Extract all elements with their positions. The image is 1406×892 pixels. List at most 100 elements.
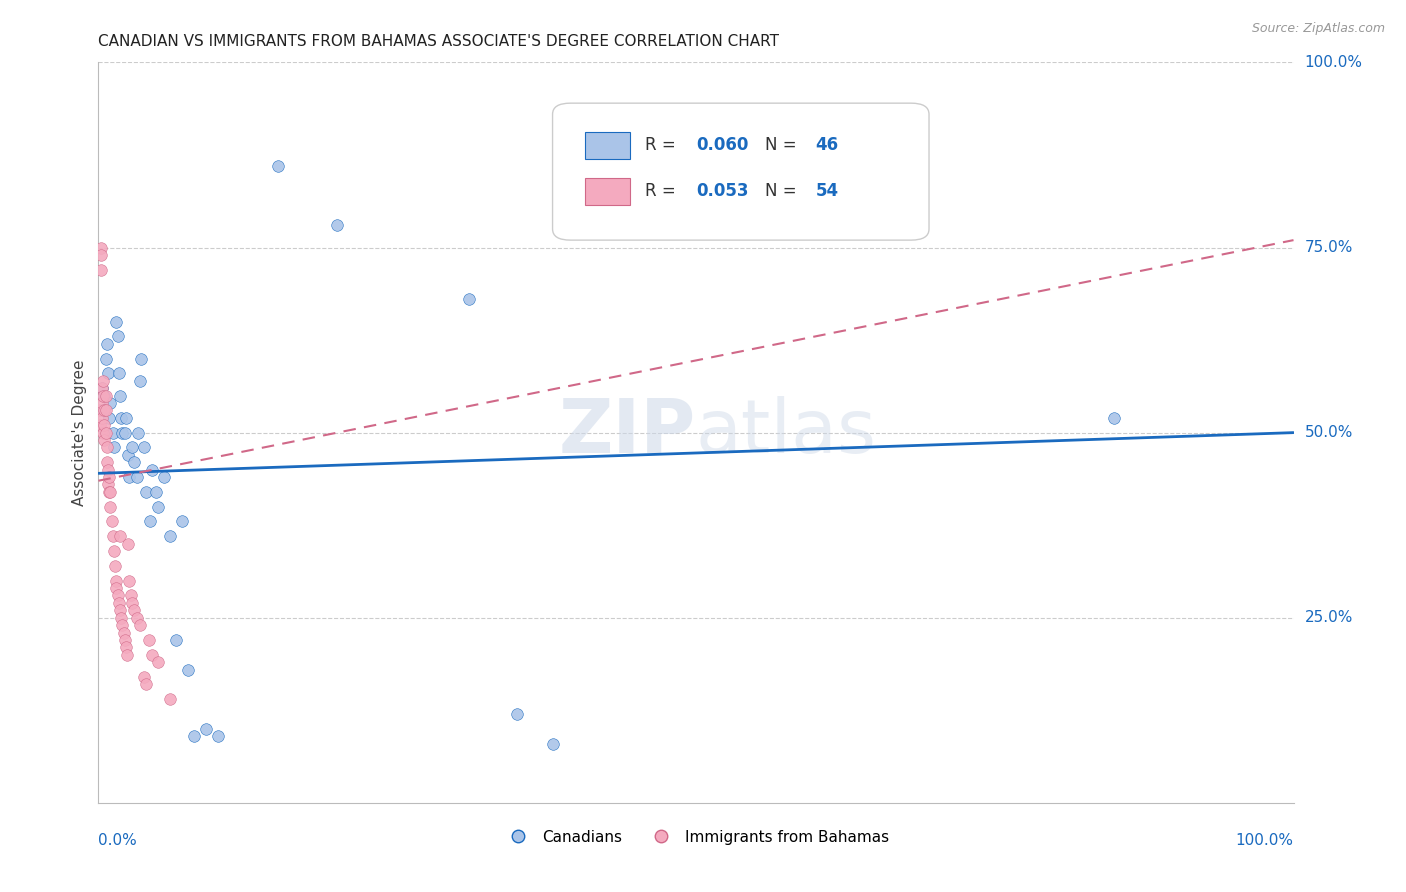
Point bbox=[132, 441, 155, 455]
Point bbox=[100, 515, 122, 529]
Point bbox=[124, 455, 146, 469]
Point bbox=[98, 396, 122, 410]
Point bbox=[121, 441, 143, 455]
Point bbox=[129, 618, 152, 632]
Text: Source: ZipAtlas.com: Source: ZipAtlas.com bbox=[1251, 22, 1385, 36]
Point bbox=[98, 484, 121, 499]
Text: 50.0%: 50.0% bbox=[1305, 425, 1353, 440]
Point bbox=[98, 484, 122, 499]
Point bbox=[107, 367, 129, 381]
Point bbox=[90, 262, 112, 277]
Point bbox=[541, 737, 564, 751]
Point bbox=[96, 441, 118, 455]
FancyBboxPatch shape bbox=[585, 178, 630, 204]
Point bbox=[97, 477, 120, 491]
Text: 0.0%: 0.0% bbox=[98, 833, 138, 848]
Point bbox=[91, 410, 114, 425]
Point bbox=[90, 240, 112, 255]
Point bbox=[1104, 410, 1126, 425]
Point bbox=[110, 410, 132, 425]
Point bbox=[94, 425, 117, 440]
Point bbox=[120, 589, 142, 603]
Point bbox=[148, 655, 170, 669]
Point bbox=[115, 410, 138, 425]
Point bbox=[145, 484, 167, 499]
Point bbox=[91, 374, 114, 388]
Point bbox=[105, 574, 128, 588]
Point bbox=[103, 544, 125, 558]
Point bbox=[112, 625, 135, 640]
Point bbox=[141, 462, 163, 476]
Text: 46: 46 bbox=[815, 136, 838, 154]
Point bbox=[104, 558, 127, 573]
Point bbox=[125, 470, 148, 484]
Text: 54: 54 bbox=[815, 182, 838, 201]
Point bbox=[118, 574, 141, 588]
Text: 100.0%: 100.0% bbox=[1236, 833, 1294, 848]
Point bbox=[89, 403, 111, 417]
Point bbox=[207, 729, 229, 743]
Point bbox=[115, 640, 138, 655]
Point bbox=[101, 425, 124, 440]
Point bbox=[159, 529, 181, 543]
Point bbox=[108, 388, 131, 402]
Point bbox=[117, 536, 139, 550]
Point bbox=[267, 159, 290, 173]
Point bbox=[121, 596, 143, 610]
Point bbox=[458, 293, 481, 307]
Point bbox=[141, 648, 163, 662]
Text: N =: N = bbox=[765, 136, 803, 154]
Point bbox=[91, 381, 114, 395]
Point bbox=[135, 677, 157, 691]
Point bbox=[91, 403, 114, 417]
Point bbox=[93, 388, 115, 402]
Point bbox=[91, 425, 114, 440]
FancyBboxPatch shape bbox=[585, 132, 630, 159]
Point bbox=[105, 314, 128, 328]
Point bbox=[93, 418, 115, 433]
Point bbox=[93, 433, 115, 447]
Point bbox=[96, 455, 118, 469]
Point bbox=[114, 632, 136, 647]
Point bbox=[105, 581, 128, 595]
Point bbox=[139, 515, 162, 529]
Point bbox=[118, 470, 141, 484]
Legend: Canadians, Immigrants from Bahamas: Canadians, Immigrants from Bahamas bbox=[496, 823, 896, 851]
Point bbox=[97, 462, 120, 476]
Point bbox=[98, 500, 122, 514]
Point bbox=[103, 441, 125, 455]
Point bbox=[506, 706, 529, 721]
Point bbox=[111, 425, 134, 440]
Point bbox=[91, 396, 114, 410]
Point bbox=[94, 388, 117, 402]
Point bbox=[98, 410, 121, 425]
Point bbox=[108, 529, 131, 543]
Point bbox=[107, 329, 129, 343]
Text: 0.060: 0.060 bbox=[696, 136, 748, 154]
Point bbox=[159, 692, 181, 706]
Point bbox=[90, 248, 112, 262]
Point bbox=[89, 418, 111, 433]
Text: CANADIAN VS IMMIGRANTS FROM BAHAMAS ASSOCIATE'S DEGREE CORRELATION CHART: CANADIAN VS IMMIGRANTS FROM BAHAMAS ASSO… bbox=[98, 34, 779, 49]
Point bbox=[101, 529, 124, 543]
Point bbox=[195, 722, 218, 736]
Point bbox=[183, 729, 205, 743]
Text: 0.053: 0.053 bbox=[696, 182, 748, 201]
Text: 25.0%: 25.0% bbox=[1305, 610, 1353, 625]
Point bbox=[111, 618, 134, 632]
Point bbox=[91, 381, 114, 395]
Point bbox=[93, 403, 115, 417]
Point bbox=[125, 610, 148, 624]
Point bbox=[96, 336, 118, 351]
Point bbox=[115, 648, 138, 662]
Point bbox=[129, 374, 152, 388]
Point bbox=[110, 610, 132, 624]
Point bbox=[153, 470, 176, 484]
Text: N =: N = bbox=[765, 182, 803, 201]
Point bbox=[94, 403, 117, 417]
Point bbox=[165, 632, 187, 647]
Point bbox=[108, 603, 131, 617]
Point bbox=[107, 596, 129, 610]
Point bbox=[138, 632, 160, 647]
Point bbox=[131, 351, 153, 366]
